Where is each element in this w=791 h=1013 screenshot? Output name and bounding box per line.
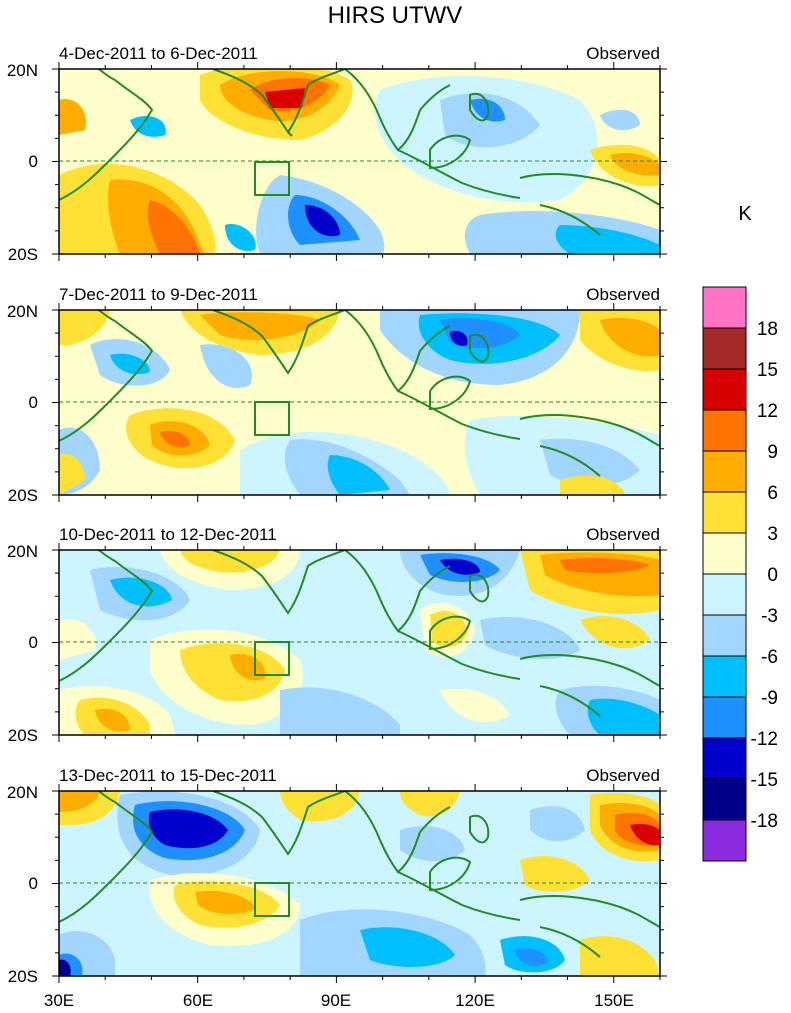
panel-3-region-box <box>254 641 290 676</box>
map-panel-3: 10-Dec-2011 to 12-Dec-2011 Observed 20N … <box>7 525 661 745</box>
panel-4-lat-20s: 20S <box>8 967 38 986</box>
colorbar-level-label: 9 <box>767 442 778 463</box>
panel-4-region-box <box>254 882 290 917</box>
colorbar-box-9 <box>702 655 747 698</box>
colorbar-level-label: 12 <box>757 401 778 422</box>
panel-1-region-box <box>254 161 290 196</box>
colorbar-box-13 <box>702 819 747 862</box>
colorbar-level-label: -3 <box>761 606 778 627</box>
lon-label-90e: 90E <box>321 991 351 1010</box>
map-panel-2: 7-Dec-2011 to 9-Dec-2011 Observed 20N 0 … <box>7 285 661 505</box>
panel-2-anomaly-field <box>59 310 660 495</box>
colorbar-box-3 <box>702 409 747 452</box>
map-panel-4: 13-Dec-2011 to 15-Dec-2011 Observed 20N … <box>7 766 661 986</box>
panel-3-lat-0: 0 <box>29 633 38 652</box>
colorbar-level-label: -6 <box>761 647 778 668</box>
lon-label-150e: 150E <box>594 991 634 1010</box>
colorbar-level-label: 0 <box>767 565 778 586</box>
colorbar-boxes <box>702 286 747 862</box>
panel-4-label: Observed <box>586 766 660 785</box>
colorbar-box-7 <box>702 573 747 616</box>
panel-3-anomaly-field <box>59 550 660 735</box>
colorbar-level-label: 3 <box>767 524 778 545</box>
colorbar-level-label: -15 <box>751 770 778 791</box>
panel-2-coastlines <box>59 310 660 477</box>
panel-4-coastlines <box>59 791 660 958</box>
panel-3-coastlines <box>59 550 660 717</box>
colorbar-level-label: 6 <box>767 483 778 504</box>
panel-2-lat-0: 0 <box>29 393 38 412</box>
colorbar-level-label: -18 <box>751 811 778 832</box>
colorbar-box-5 <box>702 491 747 534</box>
colorbar: K 18 15 12 9 6 3 0 -3 -6 -9 -12 -15 -18 <box>702 203 778 862</box>
panel-4-lat-20n: 20N <box>7 783 38 802</box>
colorbar-box-8 <box>702 614 747 657</box>
panel-1-date-range: 4-Dec-2011 to 6-Dec-2011 <box>59 44 258 63</box>
colorbar-level-label: 15 <box>757 360 778 381</box>
panel-2-lat-20s: 20S <box>8 486 38 505</box>
colorbar-box-12 <box>702 778 747 821</box>
colorbar-box-10 <box>702 696 747 739</box>
colorbar-box-0 <box>702 286 747 329</box>
map-panel-1: 4-Dec-2011 to 6-Dec-2011 Observed 20N 0 … <box>7 44 661 264</box>
panel-1-lat-20n: 20N <box>7 61 38 80</box>
panel-3-lat-20n: 20N <box>7 542 38 561</box>
colorbar-box-6 <box>702 532 747 575</box>
colorbar-box-11 <box>702 737 747 780</box>
panel-1-coastlines <box>59 69 660 236</box>
colorbar-unit: K <box>738 203 752 225</box>
panel-1-label: Observed <box>586 44 660 63</box>
panel-4-date-range: 13-Dec-2011 to 15-Dec-2011 <box>59 766 277 785</box>
panel-2-region-box <box>254 401 290 436</box>
lon-label-30e: 30E <box>44 991 74 1010</box>
colorbar-level-label: -9 <box>761 688 778 709</box>
colorbar-box-1 <box>702 327 747 370</box>
panel-2-label: Observed <box>586 285 660 304</box>
panel-4-lat-0: 0 <box>29 874 38 893</box>
colorbar-level-label: 18 <box>757 319 778 340</box>
colorbar-box-2 <box>702 368 747 411</box>
panel-1-anomaly-field <box>59 69 660 254</box>
lon-label-120e: 120E <box>455 991 495 1010</box>
colorbar-labels: 18 15 12 9 6 3 0 -3 -6 -9 -12 -15 -18 <box>751 319 778 832</box>
lon-label-60e: 60E <box>183 991 213 1010</box>
panel-2-lat-20n: 20N <box>7 302 38 321</box>
colorbar-level-label: -12 <box>751 729 778 750</box>
panel-1-lat-20s: 20S <box>8 245 38 264</box>
panel-3-lat-20s: 20S <box>8 726 38 745</box>
panel-4-anomaly-field <box>59 791 660 976</box>
panel-3-date-range: 10-Dec-2011 to 12-Dec-2011 <box>59 525 277 544</box>
figure-title: HIRS UTWV <box>328 2 463 29</box>
axis-ticks <box>52 62 667 983</box>
panel-2-date-range: 7-Dec-2011 to 9-Dec-2011 <box>59 285 258 304</box>
colorbar-box-4 <box>702 450 747 493</box>
panel-3-label: Observed <box>586 525 660 544</box>
panel-1-lat-0: 0 <box>29 152 38 171</box>
lon-axis: 30E 60E 90E 120E 150E <box>44 991 634 1010</box>
